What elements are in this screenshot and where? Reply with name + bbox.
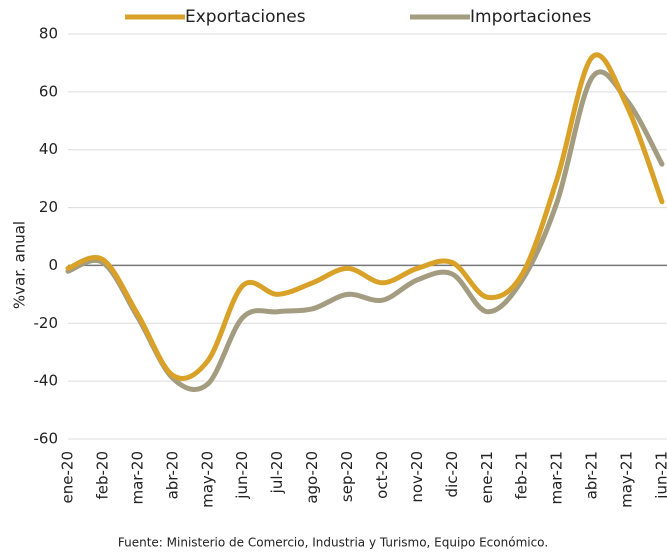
legend-label: Importaciones	[470, 7, 592, 27]
legend-label: Exportaciones	[185, 7, 306, 27]
y-tick-label: 60	[39, 82, 58, 100]
x-tick-label: feb-20	[93, 451, 111, 500]
x-tick-label: abr-20	[163, 451, 181, 499]
x-tick-label: ago-20	[303, 451, 321, 504]
x-tick-label: oct-20	[373, 451, 391, 499]
y-tick-label: 40	[39, 140, 58, 158]
x-tick-label: jun-21	[653, 451, 667, 500]
x-tick-label: jul-20	[268, 451, 286, 494]
y-tick-label: -40	[34, 372, 59, 390]
x-tick-label: sep-20	[338, 451, 356, 502]
x-tick-label: nov-20	[408, 451, 426, 503]
y-tick-label: -60	[34, 430, 59, 448]
y-axis-label: %var. anual	[11, 221, 29, 309]
x-tick-label: ene-20	[59, 451, 77, 503]
source: Fuente: Ministerio de Comercio, Industri…	[118, 536, 548, 550]
x-tick-label: may-21	[618, 451, 636, 508]
y-tick-label: 20	[39, 198, 58, 216]
x-tick-label: mar-20	[128, 451, 146, 505]
line	[68, 55, 662, 379]
x-tick-label: jun-20	[233, 451, 251, 500]
x-tick-label: may-20	[198, 451, 216, 508]
y-tick-label: 0	[48, 256, 58, 274]
x-tick-label: ene-21	[478, 451, 496, 503]
x-tick-label: dic-20	[443, 451, 461, 497]
x-tick-label: feb-21	[513, 451, 531, 500]
x-tick-label: mar-21	[548, 451, 566, 505]
y-tick-label: -20	[34, 314, 59, 332]
y-tick-label: 80	[39, 25, 58, 43]
x-tick-label: abr-21	[583, 451, 601, 499]
